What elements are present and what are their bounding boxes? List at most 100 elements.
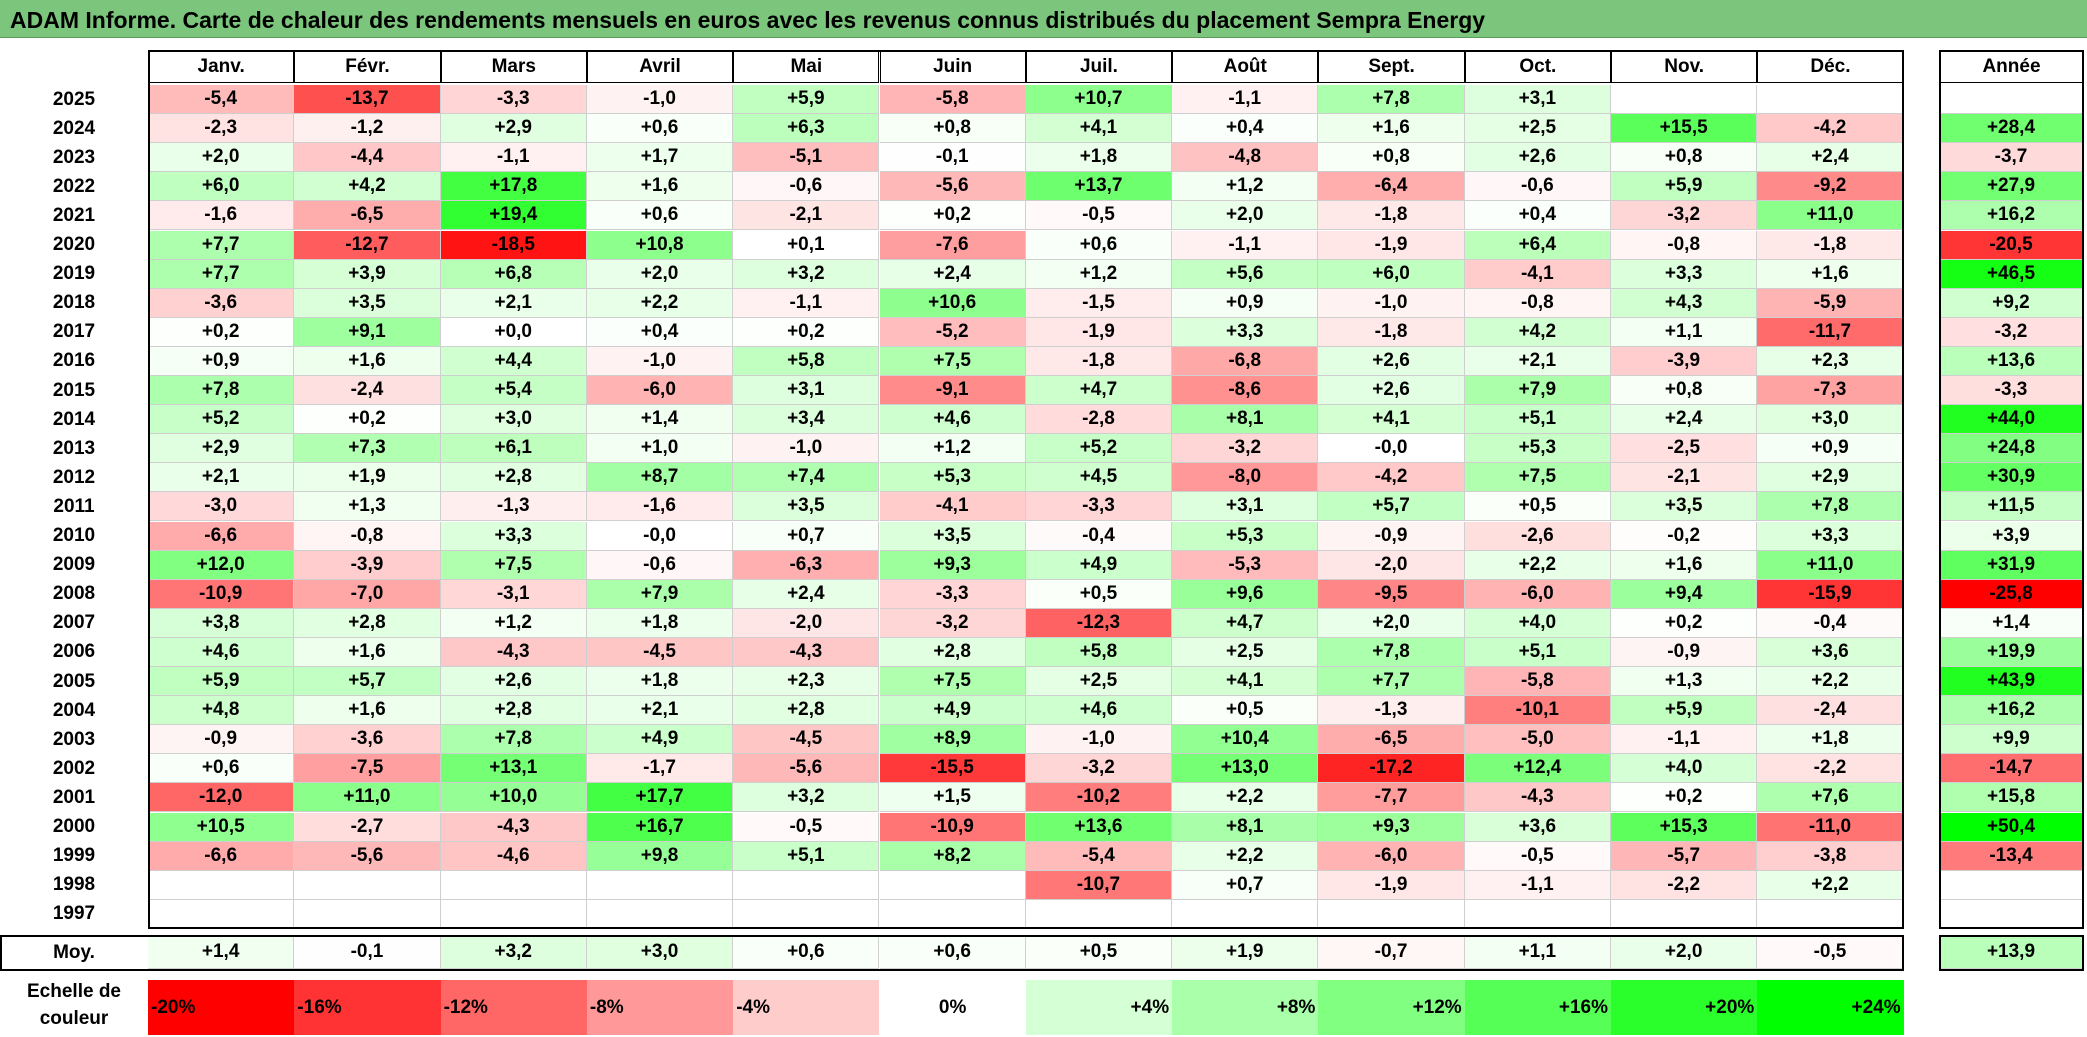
heatmap-cell: +5,8 <box>1025 637 1173 667</box>
row-year-label: 2003 <box>52 728 96 750</box>
heatmap-cell <box>1318 899 1465 929</box>
annual-cell: -14,7 <box>1939 754 2084 784</box>
row-year-label: 2021 <box>52 204 96 226</box>
heatmap-cell: +10,4 <box>1172 725 1319 755</box>
heatmap-cell: -0,8 <box>294 521 441 551</box>
heatmap-cell: +2,1 <box>148 463 295 493</box>
legend-swatch: 0% <box>879 980 1026 1035</box>
legend-title-line2: couleur <box>39 1008 109 1029</box>
row-year-label: 2000 <box>52 816 96 838</box>
heatmap-cell: +4,1 <box>1025 114 1173 144</box>
column-header: Janv. <box>148 50 295 83</box>
heatmap-cell: +0,2 <box>1611 608 1758 638</box>
heatmap-cell: +2,5 <box>1025 667 1173 697</box>
heatmap-cell: +5,9 <box>1611 696 1758 726</box>
row-year-label: 2010 <box>52 525 96 547</box>
heatmap-cell: -1,0 <box>586 85 734 115</box>
heatmap-cell: +0,2 <box>733 317 880 347</box>
heatmap-cell <box>148 899 295 929</box>
heatmap-cell: +8,2 <box>879 841 1026 871</box>
heatmap-cell: -9,1 <box>879 376 1026 406</box>
heatmap-cell: +1,2 <box>1025 259 1173 289</box>
row-year-label: 2024 <box>52 117 96 139</box>
row-year-label: 2017 <box>52 321 96 343</box>
heatmap-cell: -1,9 <box>1318 870 1465 900</box>
heatmap-cell: +7,5 <box>440 550 587 580</box>
heatmap-cell: -2,5 <box>1611 434 1758 464</box>
heatmap-cell: +1,8 <box>586 608 734 638</box>
heatmap-cell: -1,1 <box>1611 725 1758 755</box>
heatmap-cell: -6,0 <box>1464 579 1611 609</box>
heatmap-cell: -4,3 <box>440 812 587 842</box>
heatmap-cell: +2,5 <box>1464 114 1611 144</box>
avg-cell: +1,4 <box>148 936 295 969</box>
row-year-label: 2011 <box>53 495 95 517</box>
row-year-label: 2016 <box>52 350 96 372</box>
annual-cell: +1,4 <box>1939 608 2084 638</box>
heatmap-cell: +10,8 <box>586 230 734 260</box>
avg-cell: +3,0 <box>586 936 734 969</box>
annual-cell: -3,3 <box>1939 376 2084 406</box>
avg-cell: -0,1 <box>294 936 441 969</box>
heatmap-cell: -2,8 <box>1025 405 1173 435</box>
row-year-label: 2004 <box>52 699 96 721</box>
heatmap-cell: -8,6 <box>1172 376 1319 406</box>
avg-cell: +0,6 <box>879 936 1026 969</box>
heatmap-cell: -18,5 <box>440 230 587 260</box>
heatmap-cell: +12,0 <box>148 550 295 580</box>
heatmap-cell: -1,0 <box>1025 725 1173 755</box>
row-year-label: 1997 <box>52 903 96 925</box>
heatmap-cell: +2,6 <box>440 667 587 697</box>
column-header: Juil. <box>1025 50 1173 83</box>
heatmap-cell: -10,1 <box>1464 696 1611 726</box>
column-header: Oct. <box>1464 50 1611 83</box>
heatmap-cell: +3,5 <box>879 521 1026 551</box>
column-header: Avril <box>586 50 734 83</box>
row-year-label: 2022 <box>52 175 96 197</box>
heatmap-cell: +7,8 <box>1318 85 1465 115</box>
heatmap-cell: +0,4 <box>586 317 734 347</box>
heatmap-cell: +2,8 <box>440 463 587 493</box>
annual-cell: -13,4 <box>1939 841 2084 871</box>
heatmap-cell: -3,3 <box>879 579 1026 609</box>
row-year-label: 2025 <box>52 88 96 110</box>
heatmap-cell: +5,3 <box>879 463 1026 493</box>
heatmap-cell: -3,2 <box>1611 201 1758 231</box>
heatmap-cell: +2,4 <box>733 579 880 609</box>
heatmap-cell: -5,4 <box>148 85 295 115</box>
legend-swatch: +8% <box>1172 980 1319 1035</box>
heatmap-cell: -0,9 <box>1318 521 1465 551</box>
heatmap-cell: +0,8 <box>1611 376 1758 406</box>
chart-title: ADAM Informe. Carte de chaleur des rende… <box>10 7 1486 33</box>
heatmap-cell: -3,2 <box>1172 434 1319 464</box>
heatmap-cell: +9,8 <box>586 841 734 871</box>
heatmap-cell <box>1611 85 1758 115</box>
heatmap-cell: +0,5 <box>1464 492 1611 522</box>
heatmap-cell: +2,6 <box>1318 346 1465 376</box>
heatmap-cell: +3,1 <box>1464 85 1611 115</box>
heatmap-cell: -4,2 <box>1757 114 1904 144</box>
heatmap-cell <box>586 899 734 929</box>
column-header: Juin <box>879 50 1026 83</box>
annual-cell: +30,9 <box>1939 463 2084 493</box>
heatmap-cell: +1,6 <box>586 172 734 202</box>
heatmap-cell: +4,6 <box>148 637 295 667</box>
legend-swatch: -12% <box>440 980 587 1035</box>
heatmap-cell: -1,6 <box>148 201 295 231</box>
row-year-label: 2019 <box>52 263 96 285</box>
heatmap-cell: -9,5 <box>1318 579 1465 609</box>
heatmap-cell: +6,0 <box>148 172 295 202</box>
heatmap-cell: +0,7 <box>1172 870 1319 900</box>
heatmap-cell: +4,9 <box>1025 550 1173 580</box>
row-year-label: 2018 <box>52 292 96 314</box>
heatmap-cell: +11,0 <box>1757 201 1904 231</box>
heatmap-cell: -10,9 <box>148 579 295 609</box>
legend-swatch: -16% <box>294 980 441 1035</box>
heatmap-cell <box>1757 85 1904 115</box>
heatmap-cell: +2,6 <box>1318 376 1465 406</box>
heatmap-cell: +3,9 <box>294 259 441 289</box>
heatmap-cell: +1,8 <box>1757 725 1904 755</box>
heatmap-cell: +2,2 <box>1757 870 1904 900</box>
column-header: Août <box>1172 50 1319 83</box>
heatmap-cell: -2,6 <box>1464 521 1611 551</box>
